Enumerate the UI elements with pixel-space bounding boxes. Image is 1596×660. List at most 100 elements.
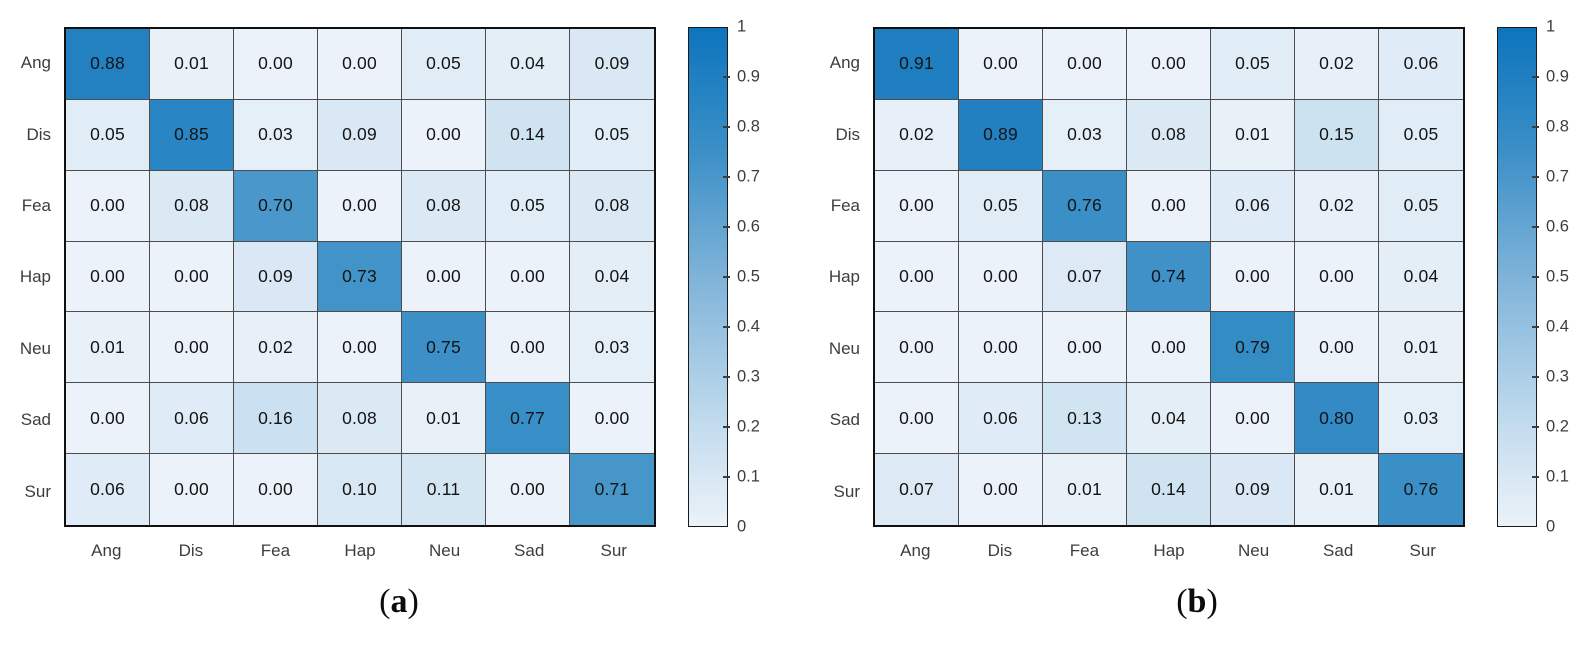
caption-paren: )	[1206, 583, 1218, 620]
matrix-cell: 0.02	[1295, 170, 1379, 242]
confusion-matrix-b: 0.91 0.00 0.00 0.00 0.05 0.02 0.06 0.02 0.89 0.03…	[873, 27, 1465, 527]
matrix-cell: 0.00	[1127, 29, 1211, 100]
matrix-cell: 0.00	[66, 383, 150, 455]
colorbar-tick-label: 1	[737, 17, 747, 36]
matrix-cell: 0.02	[875, 99, 959, 171]
colorbar-tick-label: 0.5	[1546, 267, 1569, 286]
matrix-cell: 0.00	[959, 454, 1043, 525]
matrix-cell: 0.00	[66, 170, 150, 242]
caption-paren: )	[407, 583, 419, 620]
colorbar-tick-label: 0.1	[737, 467, 760, 486]
matrix-cell: 0.01	[150, 29, 234, 100]
matrix-cell: 0.05	[66, 99, 150, 171]
row-label: Dis	[835, 124, 860, 144]
colorbar-tick-label: 0.4	[1546, 317, 1569, 336]
matrix-cell: 0.00	[150, 312, 234, 384]
colorbar-tick	[723, 76, 730, 78]
colorbar-tick	[723, 226, 730, 228]
matrix-cell: 0.74	[1127, 241, 1211, 313]
matrix-cell: 0.73	[318, 241, 402, 313]
matrix-cell: 0.00	[318, 29, 402, 100]
matrix-cell: 0.16	[234, 383, 318, 455]
caption-letter: a	[390, 583, 408, 620]
row-label: Sur	[24, 481, 51, 501]
matrix-cell: 0.05	[570, 99, 654, 171]
colorbar-tick	[723, 426, 730, 428]
colorbar-tick-label: 0	[1546, 517, 1556, 536]
matrix-cell: 0.89	[959, 99, 1043, 171]
matrix-cell: 0.91	[875, 29, 959, 100]
matrix-cell: 0.85	[150, 99, 234, 171]
matrix-cell: 0.08	[402, 170, 486, 242]
row-label: Neu	[19, 338, 51, 358]
matrix-cell: 0.00	[402, 99, 486, 171]
matrix-cell: 0.06	[66, 454, 150, 525]
matrix-cell: 0.05	[402, 29, 486, 100]
colorbar-tick-label: 1	[1546, 17, 1556, 36]
colorbar-tick	[723, 126, 730, 128]
matrix-cell: 0.76	[1043, 170, 1127, 242]
colorbar-gradient	[688, 27, 728, 527]
matrix-cell: 0.01	[1211, 99, 1295, 171]
col-label: Ang	[91, 541, 122, 560]
matrix-cell: 0.02	[1295, 29, 1379, 100]
row-label: Neu	[828, 338, 860, 358]
matrix-cell: 0.13	[1043, 383, 1127, 455]
colorbar-tick-label: 0.8	[1546, 117, 1569, 136]
caption-paren: (	[379, 583, 391, 620]
colorbar-tick-label: 0.6	[737, 217, 760, 236]
row-label: Sad	[829, 410, 860, 430]
colorbar-tick-label: 0.6	[1546, 217, 1569, 236]
matrix-cell: 0.06	[1211, 170, 1295, 242]
matrix-cell: 0.01	[66, 312, 150, 384]
colorbar-tick	[723, 476, 730, 478]
colorbar-tick-label: 0.4	[737, 317, 760, 336]
matrix-cell: 0.01	[402, 383, 486, 455]
matrix-cell: 0.00	[875, 170, 959, 242]
matrix-cell: 0.00	[959, 241, 1043, 313]
x-axis-labels: Ang Dis Fea Hap Neu Sad Sur	[873, 541, 1465, 561]
matrix-cell: 0.00	[1211, 241, 1295, 313]
matrix-cell: 0.00	[318, 312, 402, 384]
col-label: Sad	[1323, 541, 1354, 560]
colorbar-tick	[1532, 276, 1539, 278]
colorbar-tick-label: 0.2	[1546, 417, 1569, 436]
colorbar-tick-label: 0.3	[737, 367, 760, 386]
matrix-cell: 0.04	[1127, 383, 1211, 455]
matrix-cell: 0.00	[486, 312, 570, 384]
col-label: Fea	[260, 541, 291, 560]
matrix-cell: 0.79	[1211, 312, 1295, 384]
matrix-cell: 0.00	[1043, 312, 1127, 384]
matrix-cell: 0.08	[1127, 99, 1211, 171]
matrix-cell: 0.03	[570, 312, 654, 384]
colorbar-tick-label: 0.3	[1546, 367, 1569, 386]
col-label: Sad	[514, 541, 545, 560]
colorbar-tick-label: 0.7	[737, 167, 760, 186]
matrix-cell: 0.06	[959, 383, 1043, 455]
matrix-cell: 0.08	[150, 170, 234, 242]
matrix-cell: 0.00	[570, 383, 654, 455]
colorbar-tick-label: 0.2	[737, 417, 760, 436]
matrix-cell: 0.07	[875, 454, 959, 525]
matrix-cell: 0.88	[66, 29, 150, 100]
colorbar-tick-label: 0.9	[737, 67, 760, 86]
matrix-cell: 0.08	[318, 383, 402, 455]
matrix-cell: 0.15	[1295, 99, 1379, 171]
panel-a: Ang Dis Fea Hap Neu Sad Sur 0.88 0.01 0.00 0.00 0.…	[19, 17, 760, 621]
matrix-cell: 0.04	[570, 241, 654, 313]
colorbar-gradient	[1497, 27, 1537, 527]
matrix-cell: 0.00	[486, 241, 570, 313]
colorbar-tick	[1532, 126, 1539, 128]
colorbar-tick-label: 0.5	[737, 267, 760, 286]
matrix-cell: 0.76	[1379, 454, 1463, 525]
matrix-cell: 0.00	[1127, 312, 1211, 384]
matrix-cell: 0.00	[1211, 383, 1295, 455]
col-label: Sur	[600, 541, 627, 560]
colorbar-tick	[1532, 326, 1539, 328]
col-label: Hap	[1153, 541, 1185, 560]
matrix-cell: 0.00	[318, 170, 402, 242]
colorbar-tick-label: 0.8	[737, 117, 760, 136]
matrix-cell: 0.77	[486, 383, 570, 455]
matrix-cell: 0.09	[318, 99, 402, 171]
matrix-cell: 0.00	[150, 454, 234, 525]
